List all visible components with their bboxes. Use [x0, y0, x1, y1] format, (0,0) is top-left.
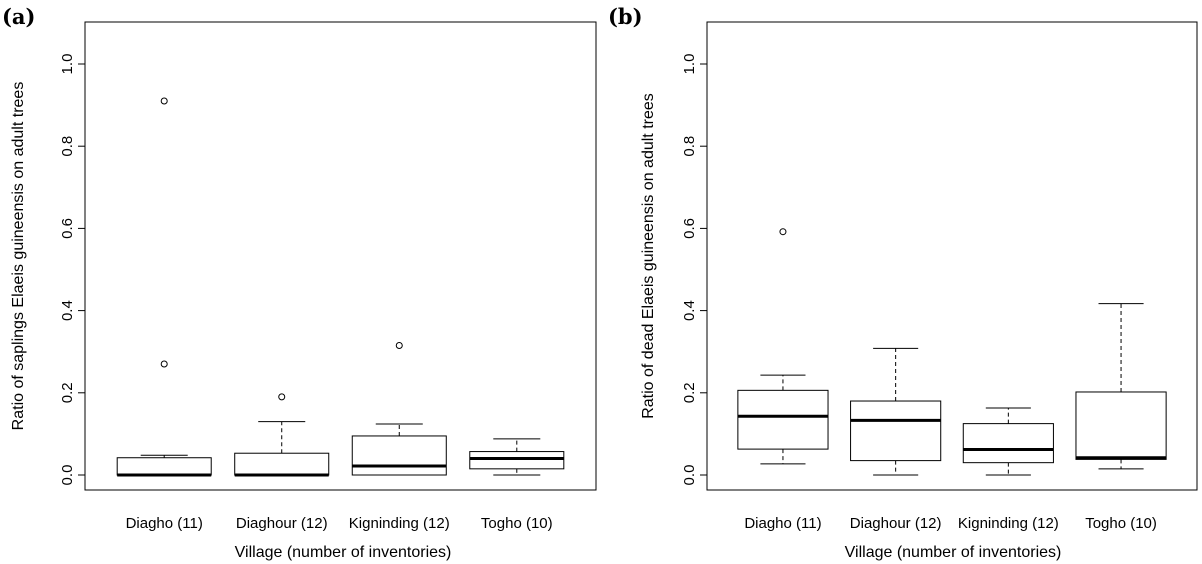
box-iqr [351, 435, 447, 476]
x-category-label: Diagho (11) [126, 515, 203, 532]
box-iqr [234, 452, 330, 476]
y-tick-label-b: 0.0 [681, 465, 698, 486]
y-tick-label-a: 0.2 [59, 382, 76, 403]
y-axis-title-b: Ratio of dead Elaeis guineensis on adult… [640, 93, 657, 419]
box-iqr [1075, 391, 1167, 460]
outlier-point [278, 393, 286, 401]
plot-frame-a [84, 21, 597, 491]
x-category-label: Togho (10) [481, 515, 553, 532]
y-tick-label-a: 0.4 [59, 300, 76, 321]
outlier-point [160, 360, 168, 368]
x-category-label: Diagho (11) [744, 515, 821, 532]
box-b-2: Diaghour (12) [850, 347, 942, 532]
box-iqr [469, 451, 565, 470]
box-iqr [737, 389, 829, 450]
x-category-label: Diaghour (12) [236, 515, 328, 532]
box-a-4: Togho (10) [469, 438, 565, 532]
x-category-label: Diaghour (12) [850, 515, 942, 532]
y-tick-label-a: 0.0 [59, 465, 76, 486]
box-iqr [116, 457, 212, 476]
box-iqr [850, 400, 942, 462]
panel-b: 0.0 0.2 0.4 0.6 0.8 1.0 Ratio of dead Elaeis g… [640, 21, 1198, 561]
y-axis-title-a: Ratio of saplings Elaeis guineensis on a… [10, 82, 27, 431]
y-tick-label-b: 0.2 [681, 382, 698, 403]
outlier-point [160, 97, 168, 105]
plot-frame-b [706, 21, 1198, 491]
x-category-label: Togho (10) [1085, 515, 1157, 532]
panel-label-a: (a) [2, 4, 36, 29]
box-b-1: Diagho (11) [737, 228, 829, 532]
y-tick-label-b: 0.4 [681, 300, 698, 321]
x-axis-title-b: Village (number of inventories) [845, 544, 1062, 561]
x-category-label: Kigninding (12) [958, 515, 1059, 532]
box-a-3: Kigninding (12) [349, 342, 450, 532]
y-tick-label-a: 0.8 [59, 136, 76, 157]
box-b-4: Togho (10) [1075, 303, 1167, 532]
y-tick-label-a: 1.0 [59, 54, 76, 75]
outlier-point [395, 342, 403, 350]
y-tick-label-b: 0.8 [681, 136, 698, 157]
panel-a: 0.0 0.2 0.4 0.6 0.8 1.0 Ratio of saplings Elae… [10, 21, 597, 561]
box-iqr [962, 423, 1054, 464]
x-axis-title-a: Village (number of inventories) [235, 544, 452, 561]
panel-label-b: (b) [608, 4, 643, 29]
y-tick-label-b: 1.0 [681, 54, 698, 75]
x-category-label: Kigninding (12) [349, 515, 450, 532]
box-a-1: Diagho (11) [116, 97, 212, 532]
box-a-2: Diaghour (12) [234, 393, 330, 532]
y-tick-label-b: 0.6 [681, 218, 698, 239]
box-b-3: Kigninding (12) [958, 407, 1059, 532]
outlier-point [779, 228, 787, 236]
y-tick-label-a: 0.6 [59, 218, 76, 239]
